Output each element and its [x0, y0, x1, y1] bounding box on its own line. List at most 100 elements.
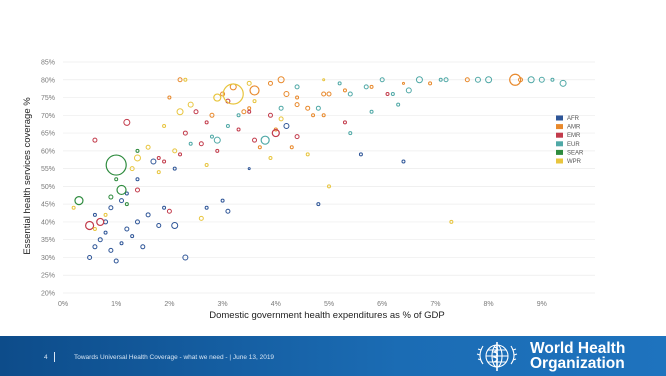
data-point-eur — [278, 105, 284, 111]
legend-swatch-emr — [556, 132, 563, 138]
data-point-emr — [267, 112, 273, 118]
grid-lines — [63, 61, 595, 294]
data-point-emr — [178, 152, 183, 157]
data-point-afr — [150, 158, 157, 165]
data-point-wpr — [156, 170, 161, 175]
data-point-amr — [283, 90, 290, 97]
data-point-wpr — [305, 152, 310, 157]
who-emblem-icon — [476, 342, 518, 371]
data-point-amr — [509, 73, 522, 86]
x-tick-label: 0% — [58, 301, 68, 308]
data-point-emr — [236, 127, 241, 132]
data-point-amr — [295, 95, 300, 100]
data-point-wpr — [162, 123, 167, 128]
y-axis-title: Essential health services coverage % — [22, 97, 33, 255]
data-point-emr — [247, 109, 252, 114]
data-point-afr — [247, 167, 251, 171]
y-tick-label: 75% — [41, 95, 55, 102]
data-point-wpr — [246, 80, 252, 86]
data-points — [71, 73, 567, 264]
footer-bar — [0, 336, 666, 376]
y-axis-ticks: 20% 25% 30% 35% 40% 45% 50% 55% 60% 65% 70% 75% 80% 8… — [41, 60, 55, 298]
y-tick-label: 50% — [41, 184, 55, 191]
data-point-emr — [198, 141, 204, 147]
data-point-afr — [97, 237, 103, 243]
x-tick-label: 7% — [430, 301, 440, 308]
y-tick-label: 25% — [41, 273, 55, 280]
data-point-sear — [74, 196, 84, 206]
data-point-wpr — [322, 78, 326, 82]
legend-label-afr: AFR — [567, 116, 580, 122]
data-point-afr — [92, 244, 98, 250]
data-point-afr — [103, 230, 108, 235]
scatter-chart: 20% 25% 30% 35% 40% 45% 50% 55% 60% 65% 70% 75% 80% 8… — [22, 60, 595, 321]
data-point-sear — [105, 154, 127, 176]
data-point-eur — [474, 76, 481, 83]
y-tick-label: 20% — [41, 291, 55, 298]
data-point-afr — [108, 205, 114, 211]
data-point-wpr — [222, 83, 244, 105]
data-point-amr — [294, 102, 300, 108]
logo-line-1: World Health — [530, 340, 626, 357]
data-point-afr — [87, 254, 93, 260]
data-point-afr — [220, 198, 225, 203]
data-point-amr — [518, 77, 524, 83]
data-point-eur — [260, 135, 270, 145]
x-tick-label: 3% — [218, 301, 228, 308]
data-point-amr — [267, 80, 273, 86]
data-point-amr — [428, 81, 433, 86]
data-point-afr — [182, 254, 189, 261]
data-point-amr — [241, 109, 247, 115]
y-tick-label: 35% — [41, 237, 55, 244]
data-point-sear — [124, 202, 129, 207]
x-tick-label: 4% — [271, 301, 281, 308]
data-point-afr — [358, 152, 363, 157]
data-point-eur — [188, 141, 193, 146]
x-tick-label: 5% — [324, 301, 334, 308]
data-point-afr — [204, 205, 209, 210]
data-point-wpr — [103, 212, 108, 217]
data-point-afr — [156, 222, 162, 228]
legend-swatch-sear — [556, 149, 563, 155]
data-point-wpr — [198, 215, 204, 221]
data-point-eur — [363, 84, 369, 90]
data-point-emr — [204, 120, 209, 125]
data-point-eur — [225, 123, 230, 128]
data-point-afr — [172, 166, 177, 171]
data-point-afr — [119, 198, 125, 204]
data-point-eur — [415, 76, 423, 84]
data-point-afr — [135, 177, 140, 182]
data-point-afr — [283, 122, 290, 129]
data-point-wpr — [92, 227, 97, 232]
data-point-afr — [130, 234, 135, 239]
data-point-afr — [124, 226, 130, 232]
data-point-emr — [166, 208, 172, 214]
data-point-wpr — [213, 93, 222, 102]
data-point-emr — [123, 118, 131, 126]
legend: AFR AMR EMR EUR SEAR WPR — [556, 115, 584, 165]
data-point-amr — [326, 91, 332, 97]
data-point-eur — [347, 91, 353, 97]
x-tick-label: 6% — [377, 301, 387, 308]
data-point-amr — [257, 145, 262, 150]
data-point-amr — [342, 88, 347, 93]
data-point-sear — [108, 194, 114, 200]
data-point-wpr — [204, 163, 209, 168]
legend-label-emr: EMR — [567, 133, 581, 139]
x-axis-ticks: 0% 1% 2% 3% 4% 5% 6% 7% 8% 9% — [58, 301, 547, 308]
x-tick-label: 8% — [484, 301, 494, 308]
data-point-wpr — [187, 101, 194, 108]
data-point-amr — [321, 91, 327, 97]
data-point-eur — [236, 113, 241, 118]
data-point-eur — [443, 77, 449, 83]
data-point-eur — [348, 131, 353, 136]
data-point-emr — [84, 220, 95, 231]
data-point-eur — [559, 79, 567, 87]
data-point-wpr — [183, 77, 188, 82]
page-number: 4 — [44, 354, 48, 361]
data-point-eur — [396, 102, 401, 107]
data-point-eur — [294, 84, 300, 90]
y-tick-label: 60% — [41, 148, 55, 155]
data-point-amr — [220, 91, 226, 97]
